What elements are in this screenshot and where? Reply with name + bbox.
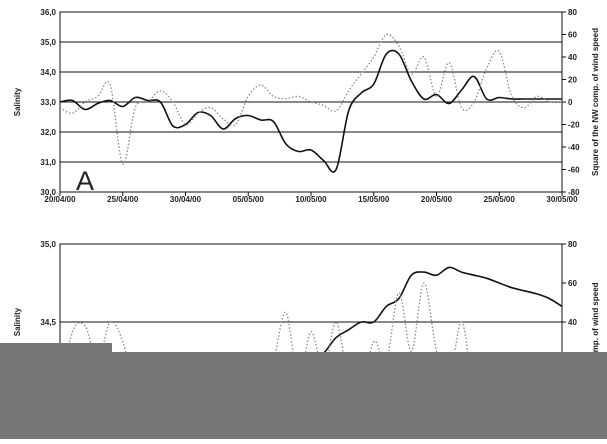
y2-axis-title: comp. of wind speed [591,282,600,361]
y2-tick-label: 40 [568,318,577,327]
y-axis-title: Salinity [13,87,22,116]
panel-label: A [76,166,94,196]
x-tick-label: 30/04/00 [170,195,202,204]
y-axis-title: Salinity [13,307,22,336]
y-tick-label: 35,0 [40,240,56,249]
y-tick-label: 34,5 [40,318,56,327]
wind-speed-series-line [59,33,563,165]
y2-axis-title: Square of the NW comp. of wind speed [591,28,600,176]
x-tick-label: 20/04/00 [44,195,76,204]
x-tick-label: 20/05/00 [421,195,453,204]
y2-tick-label: -80 [568,188,580,197]
x-tick-label: 25/05/00 [484,195,516,204]
y-tick-label: 31,0 [40,158,56,167]
y2-tick-label: 60 [568,31,577,40]
y2-tick-label: -40 [568,143,580,152]
x-tick-label: 05/05/00 [233,195,265,204]
salinity-series-line [59,49,562,173]
y2-tick-label: 20 [568,76,577,85]
x-tick-label: 30/05/00 [546,195,578,204]
x-tick-label: 25/04/00 [107,195,139,204]
chart-panel-a: 36,0 35,0 34,0 33,0 32,0 31,0 30,0 80 60 40 20 0 -20… [13,8,600,204]
y-tick-label: 32,0 [40,128,56,137]
y2-tick-label: -20 [568,121,580,130]
y2-tick-label: 40 [568,53,577,62]
y2-tick-label: 80 [568,8,577,17]
y-tick-label: 34,0 [40,68,56,77]
x-tick-label: 10/05/00 [295,195,327,204]
y-tick-label: 35,0 [40,38,56,47]
y-tick-label: 36,0 [40,8,56,17]
y2-tick-label: 0 [568,98,573,107]
y-tick-label: 30,0 [40,188,56,197]
y-tick-label: 33,0 [40,98,56,107]
y2-tick-label: 80 [568,240,577,249]
occluder-block [0,352,607,439]
y2-tick-label: -60 [568,166,580,175]
y2-tick-label: 60 [568,279,577,288]
x-tick-label: 15/05/00 [358,195,390,204]
